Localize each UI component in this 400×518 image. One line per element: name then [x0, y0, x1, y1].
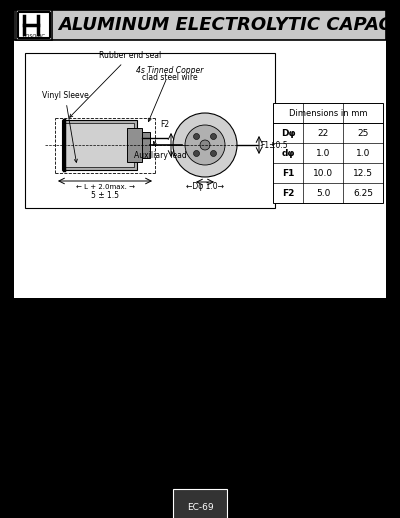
- Text: ← L + 2.0max. →: ← L + 2.0max. →: [76, 184, 134, 190]
- Text: 5.0: 5.0: [316, 189, 330, 197]
- Text: 10.0: 10.0: [313, 168, 333, 178]
- Text: Dimensions in mm: Dimensions in mm: [289, 108, 367, 118]
- Bar: [273, 103, 383, 203]
- Text: 1.0: 1.0: [316, 149, 330, 157]
- Circle shape: [210, 151, 216, 156]
- Text: Dφ: Dφ: [281, 128, 295, 137]
- Text: EC-69: EC-69: [187, 502, 213, 511]
- Text: ALUMINUM ELECTROLYTIC CAPACITOR: ALUMINUM ELECTROLYTIC CAPACITOR: [58, 16, 400, 34]
- Bar: [25, 53, 275, 208]
- Bar: [16, 10, 52, 40]
- Circle shape: [194, 151, 200, 156]
- Circle shape: [200, 140, 210, 150]
- Text: F1±0.5: F1±0.5: [260, 140, 288, 150]
- Text: 12.5: 12.5: [353, 168, 373, 178]
- Text: Vinyl Sleeve: Vinyl Sleeve: [42, 91, 88, 162]
- Text: 5 ± 1.5: 5 ± 1.5: [91, 191, 119, 200]
- Circle shape: [185, 125, 225, 165]
- Text: 25: 25: [357, 128, 369, 137]
- Text: COSONIC: COSONIC: [23, 34, 45, 39]
- FancyBboxPatch shape: [18, 12, 50, 38]
- Text: 1.0: 1.0: [356, 149, 370, 157]
- Bar: [127, 128, 142, 162]
- Bar: [14, 10, 386, 40]
- Text: F1: F1: [282, 168, 294, 178]
- Text: 6.25: 6.25: [353, 189, 373, 197]
- Text: clad steel wire: clad steel wire: [142, 73, 198, 82]
- Text: dφ: dφ: [281, 149, 295, 157]
- Text: F2: F2: [160, 120, 170, 129]
- Bar: [14, 10, 386, 298]
- Circle shape: [210, 134, 216, 139]
- Text: F2: F2: [282, 189, 294, 197]
- Bar: [62, 120, 137, 170]
- Bar: [142, 132, 150, 158]
- Text: Auxiliary lead: Auxiliary lead: [134, 141, 186, 160]
- Bar: [65, 123, 134, 167]
- Circle shape: [173, 113, 237, 177]
- Text: 22: 22: [317, 128, 329, 137]
- Text: ←Dφ 1.0→: ←Dφ 1.0→: [186, 182, 224, 191]
- Circle shape: [194, 134, 200, 139]
- Text: Rubber end seal: Rubber end seal: [70, 51, 161, 118]
- Text: 4s Tinned Copper: 4s Tinned Copper: [136, 66, 204, 122]
